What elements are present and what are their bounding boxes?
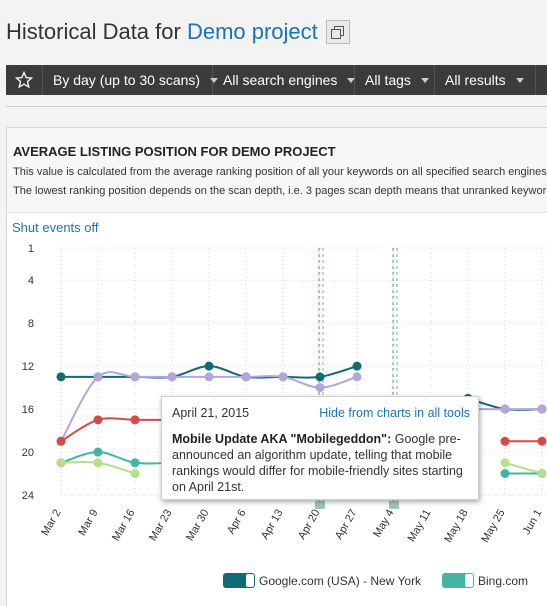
data-point[interactable] bbox=[500, 436, 510, 446]
chart-panel: AVERAGE LISTING POSITION FOR DEMO PROJEC… bbox=[6, 127, 547, 606]
copy-icon bbox=[331, 25, 345, 39]
event-marker-flag[interactable] bbox=[389, 501, 399, 509]
panel-description: The lowest ranking position depends on t… bbox=[13, 185, 547, 197]
x-tick-label: Apr 27 bbox=[333, 508, 360, 542]
data-point[interactable] bbox=[167, 372, 177, 382]
x-tick-label: Apr 6 bbox=[225, 508, 249, 537]
panel-description: This value is calculated from the averag… bbox=[13, 166, 547, 178]
y-tick-label: 16 bbox=[22, 404, 34, 416]
x-tick-label: Mar 9 bbox=[76, 508, 100, 538]
data-point[interactable] bbox=[130, 469, 140, 479]
data-point[interactable] bbox=[537, 436, 547, 446]
x-tick-label: Mar 2 bbox=[39, 508, 63, 538]
x-tick-label: May 11 bbox=[406, 508, 434, 545]
data-point[interactable] bbox=[93, 372, 103, 382]
favorite-button[interactable] bbox=[6, 65, 43, 95]
data-point[interactable] bbox=[537, 404, 547, 414]
data-point[interactable] bbox=[93, 458, 103, 468]
x-tick-label: Mar 30 bbox=[184, 508, 212, 544]
legend-item-bing[interactable]: Bing.com bbox=[442, 573, 528, 588]
copy-button[interactable] bbox=[325, 20, 350, 44]
tags-dropdown[interactable]: All tags bbox=[355, 65, 435, 95]
data-point[interactable] bbox=[93, 447, 103, 457]
series-line bbox=[60, 417, 172, 443]
data-point[interactable] bbox=[241, 372, 251, 382]
divider bbox=[6, 106, 547, 107]
series-line bbox=[60, 451, 173, 465]
project-name-link[interactable]: Demo project bbox=[186, 19, 318, 44]
x-tick-label: Apr 20 bbox=[296, 508, 323, 542]
chevron-down-icon bbox=[420, 77, 429, 83]
data-point[interactable] bbox=[315, 372, 325, 382]
x-tick-label: Mar 23 bbox=[147, 508, 175, 544]
event-marker-flag[interactable] bbox=[315, 501, 325, 509]
page-title: Historical Data for Demo project bbox=[6, 14, 350, 50]
event-description: Mobile Update AKA "Mobilegeddon": Google… bbox=[172, 431, 472, 495]
hide-event-link[interactable]: Hide from charts in all tools bbox=[319, 406, 470, 420]
data-point[interactable] bbox=[56, 372, 66, 382]
event-tooltip: April 21, 2015 Hide from charts in all t… bbox=[161, 396, 479, 500]
title-prefix: Historical Data for bbox=[6, 19, 187, 44]
x-tick-label: Mar 16 bbox=[110, 508, 138, 544]
chevron-down-icon bbox=[210, 77, 219, 83]
series-line bbox=[504, 461, 543, 475]
chevron-down-icon bbox=[515, 77, 524, 83]
event-title: Mobile Update AKA "Mobilegeddon": bbox=[172, 432, 392, 446]
legend-label: Google.com (USA) - New York bbox=[259, 573, 422, 588]
y-tick-label: 4 bbox=[28, 275, 34, 287]
y-tick-label: 8 bbox=[28, 318, 34, 330]
y-tick-label: 12 bbox=[22, 361, 34, 373]
results-dropdown-label: All results bbox=[445, 72, 506, 88]
y-tick-label: 1 bbox=[28, 243, 34, 255]
data-point[interactable] bbox=[204, 361, 214, 371]
data-point[interactable] bbox=[204, 372, 214, 382]
data-point[interactable] bbox=[500, 458, 510, 468]
data-point[interactable] bbox=[500, 404, 510, 414]
panel-header: AVERAGE LISTING POSITION FOR DEMO PROJEC… bbox=[7, 128, 547, 213]
x-tick-label: May 4 bbox=[371, 508, 396, 540]
data-point[interactable] bbox=[352, 372, 362, 382]
panel-title: AVERAGE LISTING POSITION FOR DEMO PROJEC… bbox=[13, 144, 336, 159]
legend-label: Bing.com bbox=[478, 573, 529, 588]
tags-dropdown-label: All tags bbox=[365, 72, 411, 88]
filter-toolbar: By day (up to 30 scans) All search engin… bbox=[6, 65, 547, 95]
results-dropdown[interactable]: All results bbox=[435, 65, 536, 95]
y-tick-label: 24 bbox=[22, 490, 34, 502]
star-icon bbox=[15, 71, 33, 89]
data-point[interactable] bbox=[130, 372, 140, 382]
chevron-down-icon bbox=[347, 77, 356, 83]
x-tick-label: May 18 bbox=[442, 508, 470, 545]
data-point[interactable] bbox=[56, 436, 66, 446]
data-point[interactable] bbox=[278, 372, 288, 382]
legend-item-google[interactable]: Google.com (USA) - New York bbox=[223, 573, 421, 588]
data-point[interactable] bbox=[130, 458, 140, 468]
period-dropdown[interactable]: By day (up to 30 scans) bbox=[43, 65, 219, 95]
data-point[interactable] bbox=[130, 415, 140, 425]
data-point[interactable] bbox=[537, 469, 547, 479]
shut-events-off-link[interactable]: Shut events off bbox=[12, 220, 99, 235]
y-tick-label: 20 bbox=[22, 447, 34, 459]
engines-dropdown-label: All search engines bbox=[223, 72, 338, 88]
toggle-switch bbox=[442, 573, 474, 588]
x-tick-label: Jun 1 bbox=[521, 508, 545, 537]
data-point[interactable] bbox=[500, 469, 510, 479]
event-date: April 21, 2015 bbox=[172, 406, 250, 420]
data-point[interactable] bbox=[56, 458, 66, 468]
x-tick-label: Apr 13 bbox=[259, 508, 286, 542]
toggle-switch bbox=[223, 573, 255, 588]
event-text: Google pre-announced an algorithm update… bbox=[172, 432, 463, 494]
data-point[interactable] bbox=[93, 415, 103, 425]
data-point[interactable] bbox=[315, 383, 325, 393]
data-point[interactable] bbox=[352, 361, 362, 371]
period-dropdown-label: By day (up to 30 scans) bbox=[53, 72, 201, 88]
x-tick-label: May 25 bbox=[479, 508, 507, 545]
engines-dropdown[interactable]: All search engines bbox=[213, 65, 356, 95]
